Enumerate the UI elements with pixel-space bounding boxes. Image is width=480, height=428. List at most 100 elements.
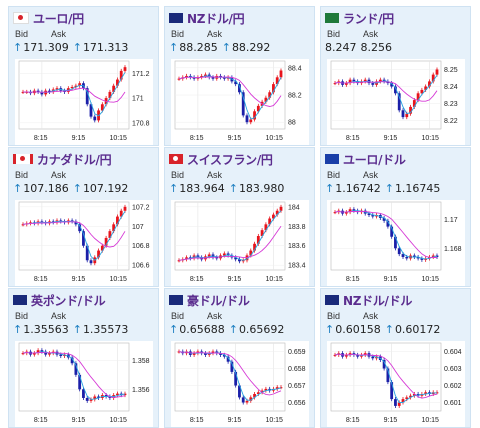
tile-title[interactable]: ユーロ/ドル bbox=[325, 150, 406, 168]
x-tick-label: 8:15 bbox=[190, 417, 204, 424]
tile-title[interactable]: 英ポンド/ドル bbox=[13, 291, 106, 309]
bid-ask-labels: Bid Ask bbox=[15, 29, 66, 39]
mini-chart[interactable]: 1.358 1.356 8:15 9:15 10:15 bbox=[15, 341, 153, 427]
ask-value: 0.60172 bbox=[394, 323, 441, 336]
rate-tile[interactable]: ランド/円 Bid Ask 8.247 8.256 8.25 8.24 8.23 8.22 8:1… bbox=[320, 6, 471, 146]
candle-body bbox=[245, 400, 249, 403]
y-tick-label: 0.659 bbox=[288, 349, 306, 356]
up-arrow-icon: ↑ bbox=[221, 41, 231, 54]
candle-body bbox=[238, 84, 241, 93]
candle-body bbox=[55, 88, 59, 90]
candle-body bbox=[211, 77, 215, 79]
candle-body bbox=[78, 374, 82, 390]
tile-title[interactable]: NZドル/円 bbox=[169, 9, 245, 27]
tile-title[interactable]: スイスフラン/円 bbox=[169, 150, 273, 168]
bid-ask-values: ↑1.35563 ↑1.35573 bbox=[13, 323, 128, 336]
candle-body bbox=[48, 90, 51, 92]
candle-body bbox=[390, 226, 394, 237]
bid-ask-values: ↑0.65688 ↑0.65692 bbox=[169, 323, 284, 336]
mini-chart[interactable]: 88.4 88.2 88 8:15 9:15 10:15 bbox=[171, 59, 309, 145]
bid-ask-values: ↑183.964 ↑183.980 bbox=[169, 182, 284, 195]
y-tick-label: 8.22 bbox=[444, 118, 458, 125]
tile-title[interactable]: ランド/円 bbox=[325, 9, 394, 27]
candle-body bbox=[249, 119, 253, 123]
up-arrow-icon: ↑ bbox=[384, 323, 394, 336]
mini-chart[interactable]: 0.604 0.603 0.602 0.601 8:15 9:15 10:15 bbox=[327, 341, 465, 427]
bid-label: Bid bbox=[171, 311, 185, 321]
y-tick-label: 0.657 bbox=[288, 383, 306, 390]
candle-body bbox=[85, 245, 89, 261]
ask-label: Ask bbox=[51, 29, 67, 39]
candle-body bbox=[424, 392, 428, 394]
up-arrow-icon: ↑ bbox=[169, 323, 179, 336]
pair-name[interactable]: カナダドル/円 bbox=[37, 152, 112, 167]
pair-name[interactable]: ユーロ/ドル bbox=[343, 152, 406, 167]
tile-title[interactable]: ユーロ/円 bbox=[13, 9, 84, 27]
up-arrow-icon: ↑ bbox=[13, 323, 23, 336]
pair-name[interactable]: 豪ドル/ドル bbox=[187, 293, 250, 308]
candle-body bbox=[222, 354, 226, 357]
candle-body bbox=[89, 260, 93, 264]
candle-body bbox=[348, 79, 352, 84]
y-tick-label: 183.8 bbox=[288, 224, 306, 231]
rate-tile[interactable]: カナダドル/円 Bid Ask ↑107.186 ↑107.192 107.2 107 106… bbox=[8, 147, 159, 287]
rate-tile[interactable]: ユーロ/円 Bid Ask ↑171.309 ↑171.313 171.2 171 170.8… bbox=[8, 6, 159, 146]
tile-title[interactable]: NZドル/ドル bbox=[325, 291, 412, 309]
tile-title[interactable]: 豪ドル/ドル bbox=[169, 291, 250, 309]
pair-name[interactable]: ランド/円 bbox=[343, 11, 394, 26]
rate-tile[interactable]: NZドル/円 Bid Ask ↑88.285 ↑88.292 88.4 88.2 88 8:15… bbox=[164, 6, 315, 146]
flag-icon bbox=[13, 12, 29, 24]
ask-label: Ask bbox=[51, 311, 67, 321]
flag-icon bbox=[169, 295, 183, 305]
rate-tile[interactable]: 豪ドル/ドル Bid Ask ↑0.65688 ↑0.65692 0.659 0.658 0.… bbox=[164, 288, 315, 428]
mini-chart[interactable]: 1.17 1.168 8:15 9:15 10:15 bbox=[327, 200, 465, 286]
candle-body bbox=[363, 79, 367, 82]
rate-tile[interactable]: ユーロ/ドル Bid Ask ↑1.16742 ↑1.16745 1.17 1.168 8:1… bbox=[320, 147, 471, 287]
bid-label: Bid bbox=[171, 170, 185, 180]
pair-name[interactable]: 英ポンド/ドル bbox=[31, 293, 106, 308]
bid-value: 1.35563 bbox=[23, 323, 69, 336]
rate-tile[interactable]: NZドル/ドル Bid Ask ↑0.60158 ↑0.60172 0.604 0.603 0… bbox=[320, 288, 471, 428]
tile-title[interactable]: カナダドル/円 bbox=[13, 150, 112, 168]
up-arrow-icon: ↑ bbox=[72, 182, 82, 195]
bid-value: 107.186 bbox=[23, 182, 69, 195]
y-tick-label: 107 bbox=[132, 224, 144, 231]
mini-chart[interactable]: 8.25 8.24 8.23 8.22 8:15 9:15 10:15 bbox=[327, 59, 465, 145]
y-tick-label: 171 bbox=[132, 96, 144, 103]
mini-chart[interactable]: 184 183.8 183.6 183.4 8:15 9:15 10:15 bbox=[171, 200, 309, 286]
mini-chart[interactable]: 171.2 171 170.8 8:15 9:15 10:15 bbox=[15, 59, 153, 145]
pair-name[interactable]: NZドル/ドル bbox=[343, 293, 413, 308]
bid-label: Bid bbox=[327, 311, 341, 321]
candle-body bbox=[51, 221, 55, 223]
x-tick-label: 10:15 bbox=[421, 417, 439, 424]
mini-chart[interactable]: 107.2 107 106.8 106.6 8:15 9:15 10:15 bbox=[15, 200, 153, 286]
candle-body bbox=[348, 353, 352, 355]
candle-body bbox=[85, 397, 89, 401]
ask-value: 1.35573 bbox=[82, 323, 129, 336]
bid-ask-labels: Bid Ask bbox=[15, 170, 66, 180]
bid-ask-values: ↑1.16742 ↑1.16745 bbox=[325, 182, 440, 195]
candle-body bbox=[333, 83, 337, 85]
flag-icon bbox=[325, 154, 339, 164]
up-arrow-icon: ↑ bbox=[72, 323, 82, 336]
pair-name[interactable]: ユーロ/円 bbox=[33, 11, 84, 26]
candle-body bbox=[93, 116, 97, 121]
x-tick-label: 9:15 bbox=[228, 135, 242, 142]
candle-body bbox=[222, 253, 226, 256]
bid-value: 0.65688 bbox=[179, 323, 225, 336]
candle-body bbox=[185, 257, 188, 260]
y-tick-label: 106.6 bbox=[132, 263, 150, 270]
candle-body bbox=[253, 243, 256, 251]
candle-body bbox=[196, 255, 200, 258]
rate-tile[interactable]: 英ポンド/ドル Bid Ask ↑1.35563 ↑1.35573 1.358 1.356 8… bbox=[8, 288, 159, 428]
mini-chart[interactable]: 0.659 0.658 0.657 0.656 8:15 9:15 10:15 bbox=[171, 341, 309, 427]
candle-body bbox=[435, 255, 439, 257]
candle-body bbox=[234, 371, 238, 386]
pair-name[interactable]: スイスフラン/円 bbox=[187, 152, 273, 167]
pair-name[interactable]: NZドル/円 bbox=[187, 11, 245, 26]
candle-body bbox=[401, 399, 405, 403]
y-tick-label: 183.6 bbox=[288, 243, 306, 250]
x-tick-label: 10:15 bbox=[109, 417, 127, 424]
rate-tile[interactable]: スイスフラン/円 Bid Ask ↑183.964 ↑183.980 184 183.8 18… bbox=[164, 147, 315, 287]
up-arrow-icon: ↑ bbox=[169, 41, 179, 54]
